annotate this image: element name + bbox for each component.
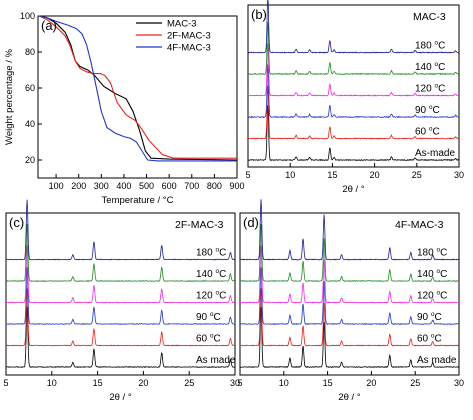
panel-d-xtick-label: 20: [366, 378, 376, 388]
panel-a-ytick-label: 40: [25, 119, 35, 129]
panel-c-pattern-label-1: 60 oC: [196, 333, 221, 345]
panel-a-xtick-label: 300: [94, 181, 109, 191]
panel-c-xtick-label: 25: [184, 378, 194, 388]
panel-c-pattern-3: [5, 245, 236, 304]
panel-a-xlabel: Temperature / °C: [102, 195, 174, 206]
panel-b-xtick-label: 5: [245, 170, 250, 180]
panel-c-xtick-label: 30: [230, 378, 240, 388]
panel-a-tga: 100 200 300 400 500 600 700 800 900 20 40 60 80 100 MA…: [4, 11, 245, 206]
panel-c-pattern-label-3: 120 oC: [196, 290, 226, 302]
panel-a-xtick-label: 100: [49, 181, 64, 191]
panel-b-pattern-4: [247, 22, 460, 76]
panel-d-plot-frame: [239, 212, 460, 376]
panel-a-plot-frame: [37, 15, 238, 179]
panel-b-pxrd: 5 10 15 20 25 30 As-made 60 oC 90 oC 120 oC 140 oC…: [245, 0, 464, 195]
panel-c-letter: (c): [9, 215, 24, 230]
panel-c-title: 2F-MAC-3: [175, 219, 224, 231]
panel-a-xtick-label: 700: [184, 181, 199, 191]
panel-d-pattern-label-2: 90 oC: [417, 311, 442, 323]
panel-c-xlabel: 2θ / °: [109, 392, 131, 403]
panel-c-xtick-label: 20: [138, 378, 148, 388]
panel-a-letter: (a): [41, 18, 57, 33]
panel-b-pattern-2: [248, 64, 460, 119]
panel-c-pattern-label-4: 140 oC: [196, 268, 226, 280]
panel-d-pattern-0: [239, 306, 460, 368]
panel-d-xtick-label: 30: [454, 378, 464, 388]
panel-d-xtick-label: 25: [410, 378, 420, 388]
panel-a-ytick-label: 100: [20, 11, 35, 21]
panel-c-pattern-1: [5, 288, 235, 347]
panel-c-pxrd: 5 10 15 20 25 30 As made 60 oC 90 oC 120 oC 140 oC…: [3, 199, 240, 403]
panel-a-series-line-1: [38, 15, 237, 159]
panel-d-pattern-label-5: 180 oC: [417, 247, 447, 259]
panel-c-pattern-5: [5, 199, 235, 261]
panel-d-pattern-label-0: As made: [417, 355, 457, 366]
panel-d-pattern-5: [239, 199, 460, 261]
panel-d-pattern-4: [239, 223, 460, 282]
panel-c-plot-frame: [5, 212, 236, 376]
panel-b-letter: (b): [251, 7, 267, 22]
panel-a-legend-label-2: 4F-MAC-3: [167, 43, 211, 54]
panel-a-series-line-2: [38, 15, 237, 162]
panel-a-legend-label-0: MAC-3: [167, 19, 197, 30]
panel-c-xtick-label: 15: [93, 378, 103, 388]
panel-c-pattern-label-5: 180 oC: [196, 247, 226, 259]
panel-a-xtick-label: 900: [229, 181, 244, 191]
panel-d-pattern-label-3: 120 oC: [417, 290, 447, 302]
panel-d-xlabel: 2θ / °: [338, 392, 360, 403]
panel-a-xtick-label: 800: [207, 181, 222, 191]
panel-b-xtick-label: 15: [327, 170, 337, 180]
panel-b-pattern-1: [247, 85, 460, 140]
panel-b-pattern-label-2: 90 oC: [415, 104, 440, 116]
panel-d-xtick-label: 15: [323, 378, 333, 388]
panel-a-legend-label-1: 2F-MAC-3: [167, 31, 211, 42]
panel-d-pattern-label-1: 60 oC: [417, 333, 442, 345]
panel-d-title: 4F-MAC-3: [395, 219, 444, 231]
panel-a-series-line-0: [38, 15, 238, 161]
panel-b-pattern-label-0: As-made: [415, 148, 455, 159]
panel-a-ytick-label: 60: [25, 83, 35, 93]
panel-b-pattern-3: [247, 43, 460, 97]
panel-b-pattern-0: [247, 105, 460, 162]
panel-a-ytick-label: 80: [25, 47, 35, 57]
panel-a-ytick-label: 20: [25, 155, 35, 165]
panel-b-pattern-label-4: 140 oC: [415, 61, 445, 73]
panel-a-xtick-label: 200: [71, 181, 86, 191]
panel-c-pattern-label-2: 90 oC: [196, 311, 221, 323]
panel-c-xtick-label: 5: [3, 378, 8, 388]
panel-c-pattern-4: [6, 223, 236, 282]
panel-c-pattern-0: [5, 306, 236, 368]
panel-c-pattern-label-0: As made: [196, 355, 236, 366]
panel-b-pattern-label-5: 180 oC: [415, 40, 445, 52]
panel-c-xtick-label: 10: [47, 378, 57, 388]
panel-b-xtick-label: 20: [370, 170, 380, 180]
panel-d-letter: (d): [243, 215, 259, 230]
panel-d-pattern-3: [239, 245, 460, 304]
panel-b-pattern-5: [248, 0, 460, 54]
panel-b-plot-frame: [247, 4, 460, 168]
panel-c-pattern-2: [5, 267, 236, 325]
panel-b-pattern-label-3: 120 oC: [415, 83, 445, 95]
panel-d-pattern-label-4: 140 oC: [417, 268, 447, 280]
panel-a-xtick-label: 400: [116, 181, 131, 191]
panel-b-xtick-label: 10: [285, 170, 295, 180]
panel-d-pattern-2: [239, 267, 460, 326]
panel-d-xtick-label: 5: [237, 378, 242, 388]
panel-d-pattern-1: [239, 288, 460, 347]
panel-b-xlabel: 2θ / °: [342, 184, 364, 195]
panel-b-title: MAC-3: [413, 11, 446, 23]
panel-b-xtick-label: 30: [454, 170, 464, 180]
panel-b-pattern-label-1: 60 oC: [415, 126, 440, 138]
panel-a-xtick-label: 500: [139, 181, 154, 191]
panel-d-pxrd: 5 10 15 20 25 30 As made 60 oC 90 oC 120 oC 140 oC…: [237, 199, 464, 403]
panel-a-ylabel: Weight percentage / %: [4, 48, 15, 144]
panel-b-xtick-label: 25: [412, 170, 422, 180]
panel-a-xtick-label: 600: [162, 181, 177, 191]
panel-d-xtick-label: 10: [279, 378, 289, 388]
